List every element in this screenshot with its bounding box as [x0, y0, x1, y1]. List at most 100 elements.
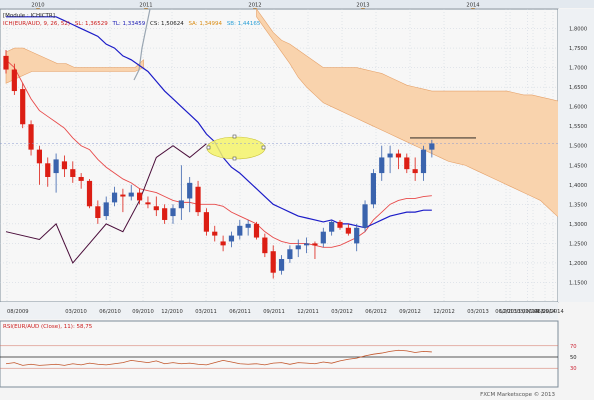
candle-down	[28, 124, 34, 150]
watermark: FXCM Marketscope © 2013	[480, 391, 555, 398]
candle-up	[53, 159, 59, 174]
candle-up	[379, 157, 385, 174]
date-tick-label: 12/2011	[297, 309, 319, 315]
candle-up	[429, 143, 435, 150]
candle-up	[170, 208, 176, 217]
legend-sb: SB: 1,44165	[227, 21, 261, 27]
date-tick-label: 09/2011	[263, 309, 285, 315]
candles	[3, 50, 435, 279]
date-tick-label: 03/2010	[65, 309, 87, 315]
candle-down	[45, 163, 51, 177]
price-tick-label: 1,2000	[569, 261, 587, 267]
date-tick-label: 08/2009	[7, 309, 29, 315]
candle-up	[287, 249, 293, 260]
date-tick-label: 12/2012	[433, 309, 455, 315]
price-axis[interactable]: 1,8000 1,7500 1,7000 1,6500 1,6000 1,5500 1,50…	[558, 9, 594, 302]
candle-down	[20, 89, 26, 125]
senkou-b-line	[133, 8, 151, 81]
candle-down	[220, 241, 226, 246]
candle-up	[370, 173, 376, 205]
candle-up	[295, 245, 301, 250]
candle-down	[270, 251, 276, 273]
tenkan-line	[5, 59, 432, 248]
date-tick-label: 06/2012	[365, 309, 387, 315]
price-tick-label: 1,4000	[569, 183, 587, 189]
legend-sl: SL: 1,36529	[75, 21, 108, 27]
candle-up	[304, 243, 310, 246]
price-tick-label: 1,1500	[569, 280, 587, 286]
candle-down	[212, 231, 218, 236]
date-tick-label: 03/2014	[517, 309, 539, 315]
price-tick-label: 1,7500	[569, 46, 587, 52]
year-label: 2010	[31, 3, 44, 9]
date-axis-background	[0, 302, 558, 319]
date-tick-label: 06/2010	[99, 309, 121, 315]
legend-cs: CS: 1,50624	[150, 21, 184, 27]
candle-down	[195, 186, 201, 213]
rsi-tick-label: 50	[570, 355, 577, 361]
candle-up	[278, 259, 285, 271]
year-label: 2013	[356, 3, 369, 9]
date-tick-label: 09/2012	[399, 309, 421, 315]
date-tick-label: 06/2013	[495, 309, 517, 315]
rsi-line	[5, 349, 432, 366]
price-tick-label: 1,7000	[569, 66, 587, 72]
candle-down	[395, 153, 402, 158]
candle-up	[237, 225, 243, 236]
date-tick-label: 06/2014	[534, 309, 556, 315]
ellipse-handle	[206, 145, 211, 150]
date-tick-label: 03/2012	[331, 309, 353, 315]
legend-tl: TL: 1,33459	[111, 21, 145, 27]
candle-down	[312, 243, 318, 246]
ellipse-handle	[261, 145, 266, 150]
legend-indicator: ICH(EUR/AUD, 9, 26, 52)	[3, 21, 70, 27]
year-label: 2014	[466, 3, 480, 9]
candle-up	[329, 221, 335, 232]
candle-down	[345, 227, 351, 234]
price-tick-label: 1,4500	[569, 163, 587, 169]
price-tick-label: 1,3000	[569, 222, 587, 228]
legend-module: [Module : ICHICTR]	[3, 13, 55, 19]
price-tick-label: 1,8000	[569, 27, 587, 33]
price-tick-label: 1,2500	[569, 241, 587, 247]
candle-down	[120, 194, 126, 197]
candle-up	[103, 202, 109, 217]
candle-down	[137, 192, 143, 201]
price-tick-label: 1,6500	[569, 85, 587, 91]
cloud-left	[5, 47, 144, 84]
candle-up	[420, 149, 427, 174]
candle-down	[86, 180, 93, 207]
rsi-legend: RSI(EUR/AUD (Close), 11): 58,75	[3, 324, 93, 330]
price-tick-label: 1,6000	[569, 105, 587, 111]
candle-down	[61, 161, 68, 170]
candle-down	[162, 208, 168, 220]
price-axis-background	[558, 9, 594, 302]
date-tick-label: 09/2010	[132, 309, 154, 315]
price-tick-label: 1,5500	[569, 124, 587, 130]
date-axis[interactable]: 08/2009 03/2010 06/2010 09/2010 12/2010 03/20…	[0, 302, 564, 319]
candle-down	[11, 69, 17, 92]
candle-up	[245, 223, 251, 228]
candle-up	[187, 182, 193, 199]
year-label: 2012	[248, 3, 261, 9]
rsi-tick-label: 70	[570, 344, 577, 350]
candle-down	[78, 176, 84, 181]
rsi-plot-area[interactable]	[0, 320, 559, 388]
candle-down	[145, 202, 151, 205]
chikou-line	[5, 143, 207, 264]
year-band	[0, 0, 594, 8]
candle-down	[337, 221, 343, 228]
candle-down	[412, 169, 418, 174]
legend-sa: SA: 1,34994	[188, 21, 222, 27]
candle-down	[153, 206, 159, 211]
candle-up	[354, 227, 360, 244]
candle-up	[178, 200, 184, 209]
candle-down	[404, 157, 410, 170]
date-tick-label: 03/2013	[467, 309, 489, 315]
date-tick-label: 09/2014	[542, 309, 564, 315]
price-tick-label: 1,5000	[569, 144, 587, 150]
legend-values: ICH(EUR/AUD, 9, 26, 52) SL: 1,36529 TL: …	[3, 21, 261, 27]
candle-up	[387, 153, 393, 158]
